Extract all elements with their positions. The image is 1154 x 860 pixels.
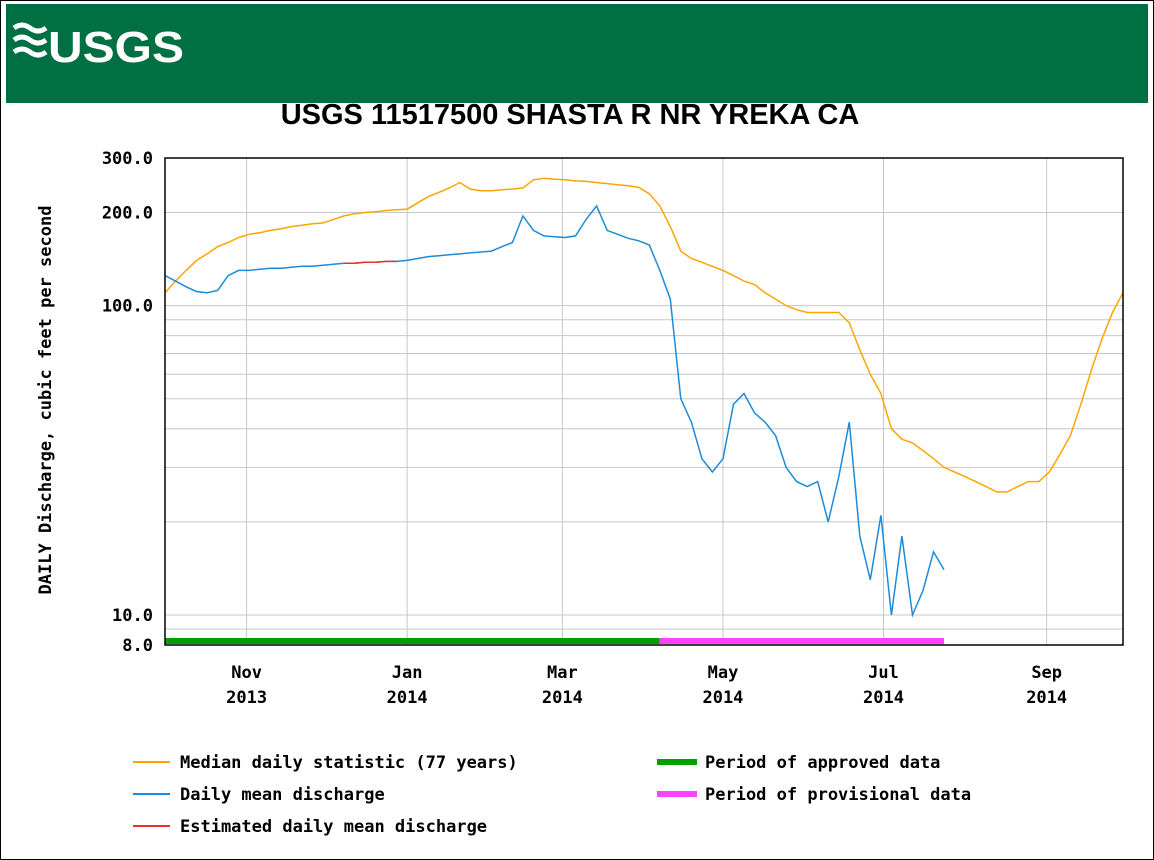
x-tick-year: 2014 <box>542 688 583 708</box>
period-bar <box>659 638 945 644</box>
x-tick-year: 2014 <box>702 688 743 708</box>
legend-label: Daily mean discharge <box>180 785 385 805</box>
y-tick-label: 8.0 <box>122 636 153 656</box>
legend-swatch <box>657 759 697 765</box>
x-tick-label: Nov <box>231 663 262 683</box>
y-axis-label: DAILY Discharge, cubic feet per second <box>36 206 56 595</box>
legend-swatch <box>657 791 697 797</box>
x-tick-label: May <box>708 663 739 683</box>
logo-text: USGS <box>48 23 184 72</box>
y-tick-label: 300.0 <box>102 149 153 169</box>
legend-label: Period of provisional data <box>705 785 971 805</box>
x-tick-year: 2013 <box>226 688 267 708</box>
y-tick-label: 10.0 <box>112 606 153 626</box>
x-tick-label: Jul <box>868 663 899 683</box>
series-line <box>164 204 945 618</box>
legend-swatch <box>133 761 170 763</box>
series-line <box>164 177 1124 493</box>
plot-frame <box>164 157 1124 646</box>
plot-area: 8.0 10.0 100.0 200.0 300.0 Nov 2013 Jan 2014 Mar 2… <box>102 149 1124 708</box>
x-tick-label: Jan <box>392 663 423 683</box>
legend-swatch <box>133 793 170 795</box>
x-tick-year: 2014 <box>1026 688 1067 708</box>
y-tick-label: 200.0 <box>102 203 153 223</box>
x-tick-label: Mar <box>547 663 578 683</box>
legend-label: Estimated daily mean discharge <box>180 817 487 837</box>
series-line <box>344 260 397 265</box>
y-tick-label: 100.0 <box>102 297 153 317</box>
legend-label: Period of approved data <box>705 753 940 773</box>
legend-swatch <box>133 825 170 827</box>
x-tick-year: 2014 <box>387 688 428 708</box>
legend-label: Median daily statistic (77 years) <box>180 753 518 773</box>
logo-waves <box>12 22 48 58</box>
header-bar <box>6 4 1148 103</box>
x-tick-year: 2014 <box>863 688 904 708</box>
x-tick-label: Sep <box>1031 663 1062 683</box>
chart-title: USGS 11517500 SHASTA R NR YREKA CA <box>281 99 860 131</box>
period-bar <box>165 638 660 644</box>
